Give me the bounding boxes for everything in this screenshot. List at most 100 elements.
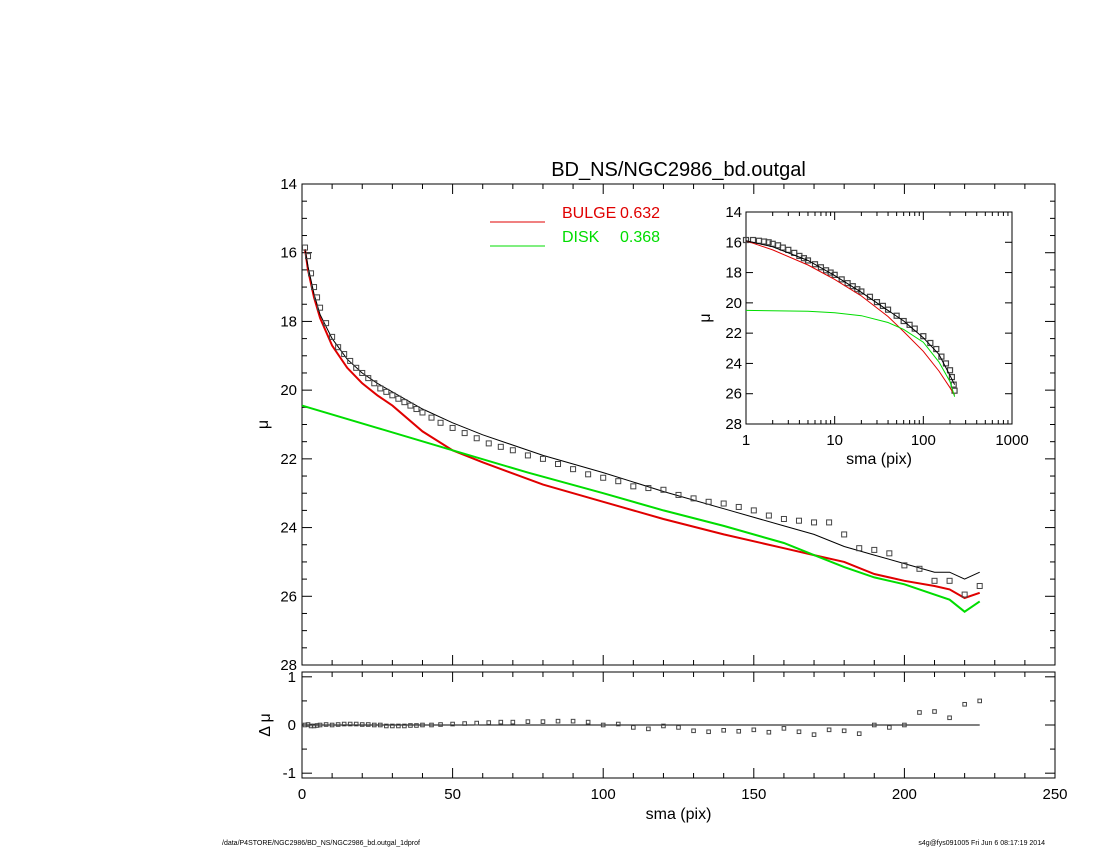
inset-data-point <box>765 239 772 246</box>
x-tick-label: 150 <box>741 786 766 803</box>
legend-value-disk: 0.368 <box>620 229 660 246</box>
data-point <box>645 485 652 492</box>
residual-point <box>329 722 335 728</box>
data-point <box>675 491 682 498</box>
residual-point <box>323 722 329 727</box>
residual-point <box>570 718 576 724</box>
residual-point <box>902 722 907 728</box>
inset-data-point <box>831 271 838 278</box>
inset-x-tick-label: 10 <box>826 432 843 449</box>
data-point <box>407 402 414 409</box>
data-point <box>377 385 384 392</box>
data-point <box>419 409 426 416</box>
data-point <box>485 440 492 447</box>
inset-y-tick-label: 16 <box>725 234 742 251</box>
inset-y-tick-label: 14 <box>725 204 742 221</box>
inset-data-point <box>811 261 819 268</box>
data-point <box>600 474 607 481</box>
data-point <box>555 461 562 468</box>
data-point <box>302 244 309 251</box>
data-point <box>308 270 315 277</box>
residual-point <box>977 698 983 704</box>
residual-point <box>402 723 407 729</box>
residual-point <box>359 722 365 727</box>
y-tick-label: 28 <box>280 657 297 674</box>
timestamp-footer: s4g@fys091005 Fri Jun 6 08:17:19 2014 <box>918 840 1045 847</box>
data-point <box>841 531 848 538</box>
resid-y-tick-label: -1 <box>283 765 296 782</box>
data-point <box>323 320 330 327</box>
y-axis-label: μ <box>255 420 272 429</box>
residual-point <box>691 728 696 734</box>
y-tick-label: 20 <box>280 382 297 399</box>
residual-point <box>585 719 591 725</box>
inset-bulge-model-line <box>745 240 956 396</box>
data-point <box>428 414 435 421</box>
data-point <box>329 333 336 340</box>
data-point <box>886 550 893 557</box>
residual-point <box>390 723 395 729</box>
data-point <box>341 351 348 358</box>
residual-point <box>414 723 419 728</box>
inset-y-tick-label: 22 <box>725 325 742 342</box>
inset-x-tick-label: 1 <box>742 432 750 449</box>
y-tick-label: 26 <box>280 588 297 605</box>
inset-y-tick-label: 20 <box>725 295 742 312</box>
residual-point <box>887 725 892 730</box>
residual-point <box>486 720 492 725</box>
residual-point <box>826 727 832 733</box>
data-point <box>509 447 516 454</box>
inset-y-axis-label: μ <box>697 313 714 322</box>
inset-x-tick-label: 1000 <box>995 432 1028 449</box>
inset-data-point <box>804 257 812 264</box>
residual-point <box>384 723 389 729</box>
residual-point <box>631 725 636 730</box>
residual-point <box>347 721 353 727</box>
residual-point <box>751 727 757 733</box>
residual-point <box>676 725 681 730</box>
data-point <box>705 498 712 505</box>
residual-point <box>615 721 621 727</box>
data-point <box>585 471 592 478</box>
residual-point <box>311 723 317 729</box>
residual-point <box>396 723 401 729</box>
inset-total-model-line <box>745 240 956 385</box>
legend-label-disk: DISK <box>562 229 600 246</box>
residual-point <box>736 728 742 734</box>
residual-point <box>555 718 561 724</box>
data-point <box>916 565 923 572</box>
data-point <box>615 478 622 485</box>
data-point <box>317 304 324 311</box>
inset-y-tick-label: 26 <box>725 386 742 403</box>
inset-data-point <box>900 317 907 325</box>
y-tick-label: 22 <box>280 451 297 468</box>
residual-point <box>856 731 862 736</box>
data-point <box>401 399 408 406</box>
inset-x-axis-label: sma (pix) <box>846 451 912 468</box>
y-tick-label: 14 <box>280 176 297 193</box>
data-point <box>473 435 480 442</box>
residual-point <box>510 719 516 725</box>
residual-point <box>781 726 787 731</box>
residual-point <box>420 722 425 728</box>
residual-point <box>378 722 383 728</box>
data-point <box>449 424 456 431</box>
resid-y-tick-label: 0 <box>288 717 296 734</box>
main-profile-panel: BD_NS/NGC2986_bd.outgal 14 16 18 20 22 24 26 28 μ… <box>255 159 1056 674</box>
residual-point <box>540 719 546 724</box>
residual-point <box>871 722 877 728</box>
data-point <box>901 562 908 569</box>
residual-point <box>365 722 371 727</box>
resid-y-tick-label: 1 <box>288 669 296 686</box>
residual-point <box>308 723 314 729</box>
data-point <box>383 388 390 395</box>
inset-y-tick-label: 24 <box>725 355 742 372</box>
data-point <box>946 577 953 584</box>
residual-point <box>706 729 711 735</box>
data-point <box>539 455 546 462</box>
residual-point <box>450 721 455 727</box>
inset-data-point <box>742 236 750 244</box>
data-point <box>305 253 312 260</box>
inset-data-point <box>906 321 913 328</box>
